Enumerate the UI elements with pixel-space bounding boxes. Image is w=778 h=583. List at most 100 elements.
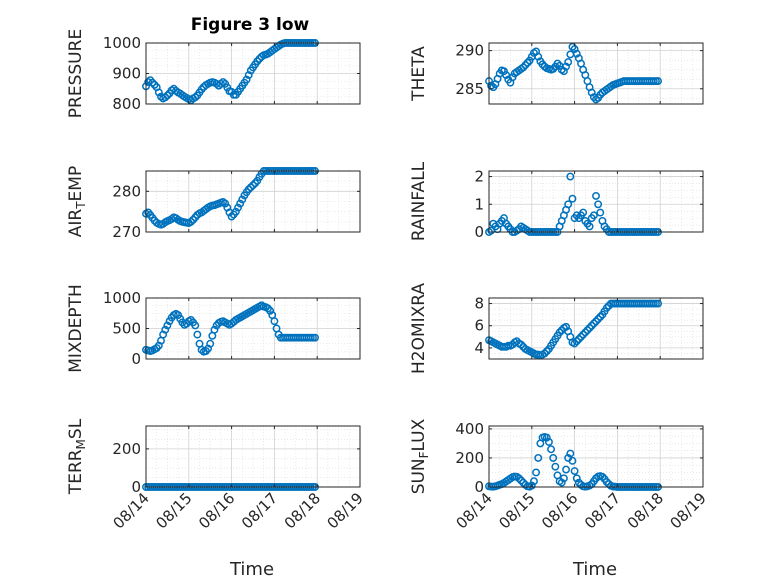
data-point [266, 306, 275, 315]
data-point [525, 56, 534, 65]
data-point [566, 449, 575, 458]
axes-box [488, 297, 704, 360]
data-point [544, 438, 553, 446]
data-point [216, 79, 225, 88]
data-point [566, 172, 575, 181]
data-point [583, 326, 592, 335]
panel-pressure: 800 900 1000 PRESSURE [66, 29, 361, 118]
data-point [568, 456, 577, 465]
data-point [234, 203, 242, 212]
data-point [564, 58, 573, 67]
data-point [500, 67, 508, 76]
data-point [654, 299, 663, 308]
axes-box [488, 42, 704, 105]
data-point [557, 478, 566, 487]
y-axis-label-main: SUN [409, 458, 429, 494]
y-tick-label: 2 [474, 168, 484, 186]
data-point [542, 433, 551, 442]
data-point [654, 77, 663, 86]
data-point [210, 325, 219, 334]
data-point [191, 93, 200, 102]
data-point [163, 91, 172, 100]
data-point [244, 71, 253, 79]
data-point [562, 465, 570, 474]
data-point [191, 321, 200, 330]
y-axis-label: THETA [409, 46, 429, 102]
y-tick-label: 8 [474, 295, 484, 313]
data-point [249, 181, 257, 190]
data-point [219, 78, 227, 86]
panel-mixdepth: 0 500 1000 MIXDEPTH [66, 284, 361, 373]
y-axis-label-main: PRESSURE [66, 29, 86, 118]
x-tick-label: 08/17 [238, 489, 281, 532]
y-axis-label-subscript: M [74, 439, 88, 449]
y-tick-label: 1000 [103, 289, 141, 307]
y-tick-label: 200 [455, 449, 484, 467]
data-point [589, 211, 598, 220]
data-point [592, 192, 600, 200]
data-point [549, 64, 558, 73]
data-point [587, 321, 596, 330]
x-axis-label-left: Time [229, 559, 274, 580]
panel-h2omixra: 4 6 8 H2OMIXRA [409, 283, 704, 374]
data-point [154, 88, 163, 97]
data-point [244, 185, 253, 194]
axes-box [145, 425, 361, 488]
data-point [596, 90, 605, 99]
data-point [523, 58, 532, 67]
data-point [144, 78, 153, 86]
data-point [596, 208, 605, 217]
data-point [519, 63, 528, 72]
data-point [538, 60, 547, 69]
figure-title: Figure 3 low [191, 15, 310, 35]
data-point [598, 472, 607, 481]
data-point [551, 462, 560, 471]
y-tick-label: 400 [455, 420, 484, 438]
data-point [163, 321, 172, 330]
y-axis-label-suffix: SL [66, 418, 86, 439]
y-axis-label: PRESSURE [66, 29, 86, 118]
data-point [521, 61, 530, 70]
data-point [564, 200, 573, 209]
y-tick-label: 285 [455, 80, 484, 98]
data-point [562, 62, 570, 71]
y-tick-label: 500 [112, 320, 141, 338]
y-axis-label-main: AIR [66, 209, 86, 238]
data-point [529, 477, 538, 486]
axes-box [488, 425, 704, 488]
data-point [517, 476, 526, 485]
data-point [570, 467, 579, 475]
data-point [236, 199, 245, 208]
y-axis-label-main: H2OMIXRA [409, 283, 429, 374]
data-point [572, 49, 581, 58]
data-point [534, 454, 543, 462]
data-point [570, 339, 579, 348]
y-tick-label: 1 [474, 195, 484, 213]
panel-theta: 285 290 THETA [409, 42, 704, 105]
x-tick-label: 08/16 [538, 489, 581, 532]
data-point [547, 445, 556, 454]
y-axis-label-suffix: EMP [66, 166, 86, 202]
y-tick-label: 800 [112, 95, 141, 113]
panel-air: 270 280 AIRTEMP [66, 166, 361, 241]
data-point [186, 217, 195, 226]
data-point [579, 330, 588, 339]
data-point [206, 339, 215, 348]
data-point [577, 332, 585, 341]
y-tick-label: 6 [474, 317, 484, 335]
data-point [574, 335, 583, 343]
data-point [587, 88, 596, 97]
y-tick-label: 200 [112, 440, 141, 458]
data-point [555, 328, 564, 337]
data-point [585, 323, 594, 332]
x-tick-label: 08/16 [195, 489, 238, 532]
data-point [517, 340, 526, 349]
data-point [532, 468, 541, 477]
data-point [161, 93, 170, 102]
data-point [596, 312, 605, 321]
y-axis-label-main: THETA [409, 46, 429, 102]
y-axis-label: MIXDEPTH [66, 284, 86, 373]
data-point [559, 474, 568, 483]
data-point [589, 319, 598, 328]
